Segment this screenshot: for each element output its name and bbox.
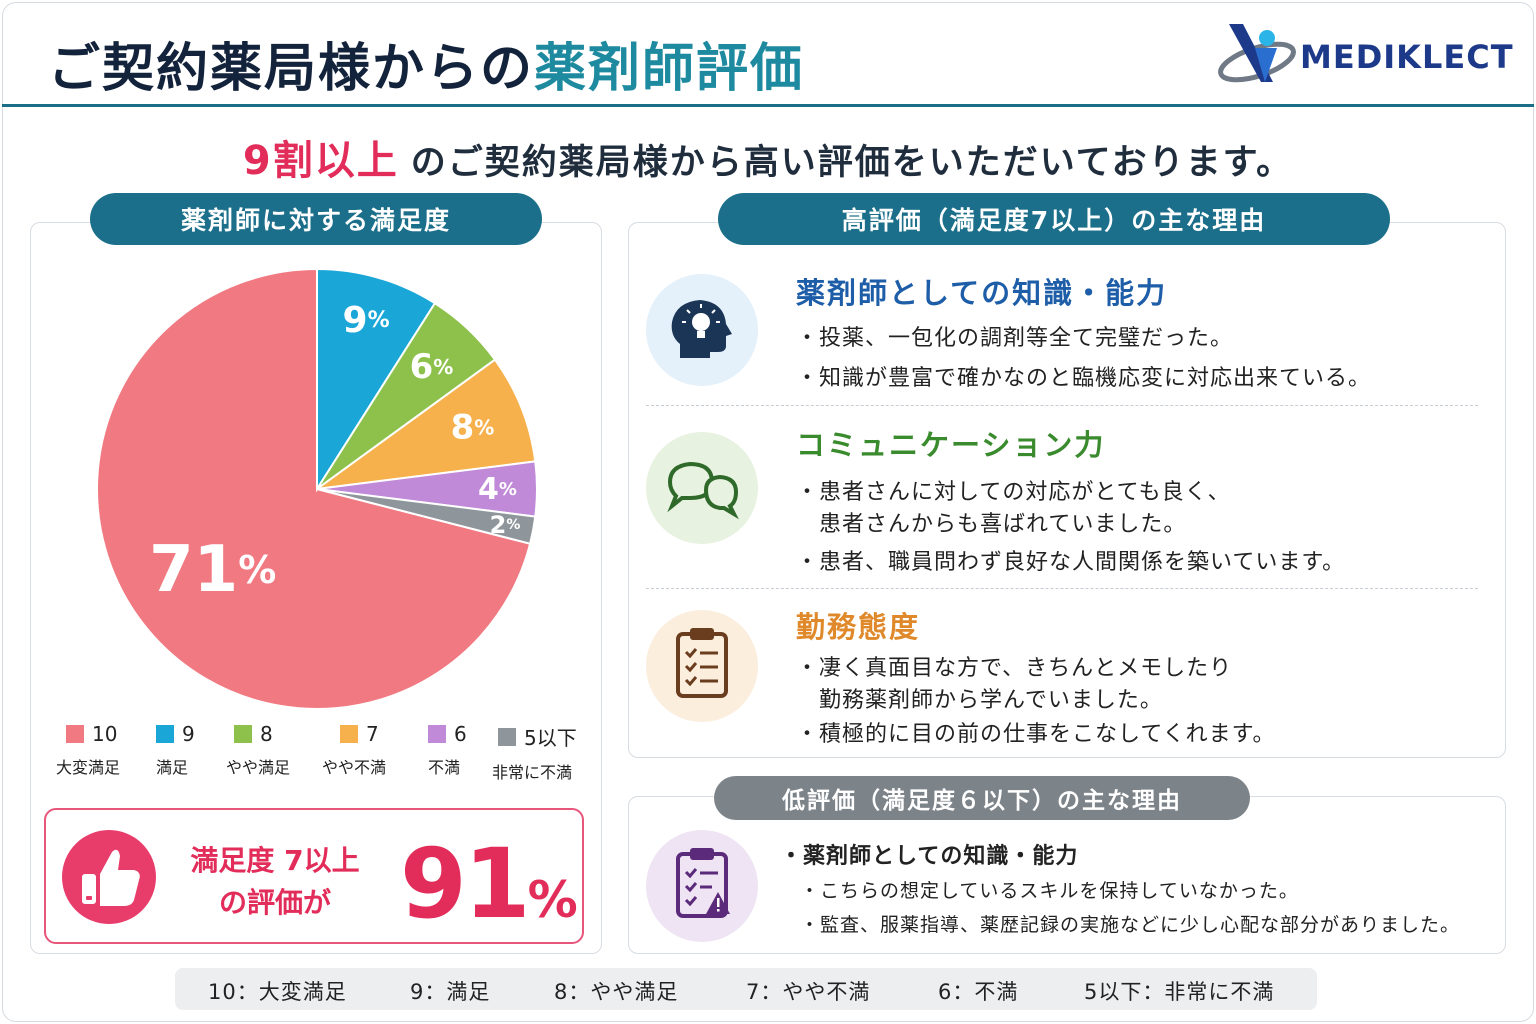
legend-category: 7 bbox=[366, 722, 379, 746]
reason-3-title: 勤務態度 bbox=[796, 610, 921, 644]
legend-label: 不満 bbox=[428, 758, 461, 777]
satisfaction-pie-chart: 71% 9% 6% 8% 4% 2% bbox=[96, 267, 538, 710]
legend-item-9: 9 満足 bbox=[156, 722, 195, 778]
legend-swatch-9 bbox=[156, 725, 174, 743]
headline-text: のご契約薬局様から高い評価をいただいております。 bbox=[410, 143, 1294, 183]
reason-2-line-2: 患者さんからも喜ばれていました。 bbox=[796, 512, 1187, 537]
headline-emphasis: 9割以上 bbox=[242, 138, 399, 184]
rating-scale-bar bbox=[175, 968, 1317, 1010]
head-lightbulb-icon bbox=[646, 274, 758, 386]
legend-swatch-7 bbox=[340, 725, 358, 743]
high-reasons-panel bbox=[628, 222, 1506, 758]
title-underline bbox=[2, 104, 1534, 107]
legend-category: 6 bbox=[454, 722, 467, 746]
legend-item-5-or-less: 5以下 非常に不満 bbox=[492, 722, 577, 783]
legend-label: やや不満 bbox=[322, 758, 387, 777]
clipboard-warning-icon bbox=[646, 830, 758, 942]
page-title-main: ご契約薬局様からの bbox=[48, 39, 535, 99]
legend-category: 9 bbox=[182, 722, 195, 746]
legend-swatch-6 bbox=[428, 725, 446, 743]
low-reason-line-2: ・監査、服薬指導、薬歴記録の実施などに少し心配な部分がありました。 bbox=[800, 914, 1461, 936]
pie-slice-5以下 bbox=[316, 488, 537, 545]
scale-item-5-or-less: 5以下：非常に不満 bbox=[1084, 980, 1275, 1004]
legend-item-10: 10 大変満足 bbox=[56, 722, 120, 778]
legend-swatch-8 bbox=[234, 725, 252, 743]
thumbs-up-icon bbox=[62, 830, 156, 924]
low-reasons-title: 低評価（満足度６以下）の主な理由 bbox=[714, 776, 1250, 820]
reason-2-title: コミュニケーション力 bbox=[796, 428, 1106, 462]
reason-1-line-1: ・投薬、一包化の調剤等全て完璧だった。 bbox=[796, 326, 1234, 351]
legend-swatch-5-or-less bbox=[498, 727, 516, 746]
reason-1-title: 薬剤師としての知識・能力 bbox=[796, 276, 1168, 310]
pie-label-7: 8% bbox=[451, 407, 495, 447]
reason-3-line-2: 勤務薬剤師から学んでいました。 bbox=[796, 688, 1163, 713]
summary-unit: % bbox=[527, 871, 578, 929]
scale-item-6: 6：不満 bbox=[938, 980, 1019, 1004]
legend-label: 満足 bbox=[156, 758, 189, 777]
legend-category: 10 bbox=[92, 722, 118, 746]
legend-label: やや満足 bbox=[226, 758, 291, 777]
headline: 9割以上 のご契約薬局様から高い評価をいただいております。 bbox=[0, 128, 1536, 186]
reason-1-line-2: ・知識が豊富で確かなのと臨機応変に対応出来ている。 bbox=[796, 366, 1372, 391]
scale-item-8: 8：やや満足 bbox=[554, 980, 679, 1004]
pie-label-6: 4% bbox=[478, 472, 517, 507]
pie-label-5以下: 2% bbox=[490, 511, 521, 539]
legend-label: 大変満足 bbox=[56, 758, 121, 777]
scale-item-7: 7：やや不満 bbox=[746, 980, 871, 1004]
reason-2-line-3: ・患者、職員問わず良好な人間関係を築いています。 bbox=[796, 550, 1346, 575]
pie-legend: 10 大変満足 9 満足 8 やや満足 7 やや不満 6 不満 5以下 非常に不… bbox=[50, 722, 595, 782]
summary-label: 満足度 7以上 の評価が bbox=[170, 840, 380, 924]
low-reason-line-1: ・こちらの想定しているスキルを保持していなかった。 bbox=[800, 880, 1299, 902]
pie-label-9: 9% bbox=[343, 299, 390, 340]
pie-slice-9 bbox=[316, 267, 437, 493]
speech-bubbles-icon bbox=[646, 432, 758, 544]
low-reasons-panel bbox=[628, 796, 1506, 954]
summary-label-line1: 満足度 7以上 bbox=[190, 844, 360, 877]
high-reasons-title: 高評価（満足度7以上）の主な理由 bbox=[718, 193, 1390, 245]
logo-text: MEDIKLECT bbox=[1300, 38, 1514, 76]
pie-slice-10 bbox=[96, 267, 532, 710]
mediklect-logo bbox=[1218, 24, 1296, 83]
summary-value: 91% bbox=[400, 828, 578, 940]
low-reason-heading: ・薬剤師としての知識・能力 bbox=[780, 844, 1079, 869]
pie-label-10: 71% bbox=[149, 533, 276, 607]
legend-item-7: 7 やや不満 bbox=[322, 722, 386, 778]
reason-divider bbox=[646, 588, 1478, 589]
legend-category: 8 bbox=[260, 722, 273, 746]
legend-swatch-10 bbox=[66, 725, 84, 743]
pie-label-8: 6% bbox=[410, 347, 454, 387]
pie-slice-7 bbox=[316, 358, 537, 490]
summary-label-line2: の評価が bbox=[218, 886, 331, 919]
page-title: ご契約薬局様からの薬剤師評価 bbox=[48, 26, 804, 101]
legend-item-6: 6 不満 bbox=[428, 722, 467, 778]
page-title-accent: 薬剤師評価 bbox=[534, 39, 805, 99]
reason-3-line-1: ・凄く真面目な方で、きちんとメモしたり bbox=[796, 656, 1233, 681]
summary-number: 91 bbox=[400, 828, 531, 940]
legend-category: 5以下 bbox=[524, 726, 577, 750]
clipboard-checklist-icon bbox=[646, 610, 758, 722]
scale-item-10: 10：大変満足 bbox=[208, 980, 347, 1004]
reason-2-line-1: ・患者さんに対しての対応がとても良く、 bbox=[796, 480, 1231, 505]
reason-divider bbox=[646, 405, 1478, 406]
legend-label: 非常に不満 bbox=[492, 763, 573, 782]
scale-item-9: 9：満足 bbox=[410, 980, 491, 1004]
satisfaction-panel-title: 薬剤師に対する満足度 bbox=[90, 193, 542, 245]
legend-item-8: 8 やや満足 bbox=[226, 722, 290, 778]
reason-3-line-3: ・積極的に目の前の仕事をこなしてくれます。 bbox=[796, 722, 1276, 747]
